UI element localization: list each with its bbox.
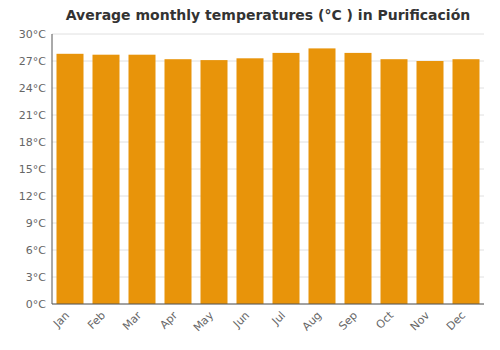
chart-title: Average monthly temperatures (°C ) in Pu… — [66, 7, 470, 23]
y-axis-line — [52, 34, 53, 304]
x-tick-label: Aug — [300, 309, 324, 333]
x-tick-label: Mar — [120, 309, 144, 333]
chart-svg: Average monthly temperatures (°C ) in Pu… — [0, 0, 500, 350]
bar — [309, 48, 336, 304]
x-tick-label: Sep — [336, 309, 360, 333]
y-tick-label: 0°C — [26, 298, 46, 311]
y-tick-label: 3°C — [26, 271, 46, 284]
bar — [345, 53, 372, 304]
bar — [129, 55, 156, 304]
x-axis: Jan Feb Mar Apr May Jun Jul Aug Sep Oct Nov Dec — [50, 308, 468, 334]
y-grid — [52, 34, 484, 304]
bar — [453, 59, 480, 304]
y-tick-label: 9°C — [26, 217, 46, 230]
chart-container: Average monthly temperatures (°C ) in Pu… — [0, 0, 500, 350]
x-tick-label: Jan — [50, 309, 72, 331]
bar — [201, 60, 228, 304]
x-tick-label: Dec — [444, 309, 468, 333]
y-tick-label: 6°C — [26, 244, 46, 257]
y-tick-label: 12°C — [19, 190, 46, 203]
bar — [165, 59, 192, 304]
x-tick-label: Jun — [230, 309, 252, 331]
bar — [93, 55, 120, 304]
x-tick-label: Nov — [408, 309, 433, 334]
bars — [57, 48, 480, 304]
x-tick-label: Jul — [269, 309, 288, 328]
x-tick-label: Apr — [157, 309, 180, 332]
grid-line — [52, 304, 484, 305]
y-tick-label: 15°C — [19, 163, 46, 176]
y-tick-label: 30°C — [19, 28, 46, 41]
x-tick-label: Oct — [373, 308, 396, 331]
y-tick-label: 27°C — [19, 55, 46, 68]
y-tick-label: 18°C — [19, 136, 46, 149]
x-tick-label: May — [191, 309, 217, 335]
bar — [237, 58, 264, 304]
bar — [273, 53, 300, 304]
x-axis-line — [52, 304, 484, 305]
bar — [417, 61, 444, 304]
y-tick-label: 21°C — [19, 109, 46, 122]
page: {"chart_data": {"type": "bar", "title": … — [0, 0, 500, 350]
grid-line — [52, 34, 484, 35]
x-tick-label: Feb — [85, 309, 108, 332]
y-axis: 0°C 3°C 6°C 9°C 12°C 15°C 18°C 21°C 24°C 27°C 30°C — [19, 28, 46, 311]
bar — [57, 54, 84, 304]
y-tick-label: 24°C — [19, 82, 46, 95]
bar — [381, 59, 408, 304]
